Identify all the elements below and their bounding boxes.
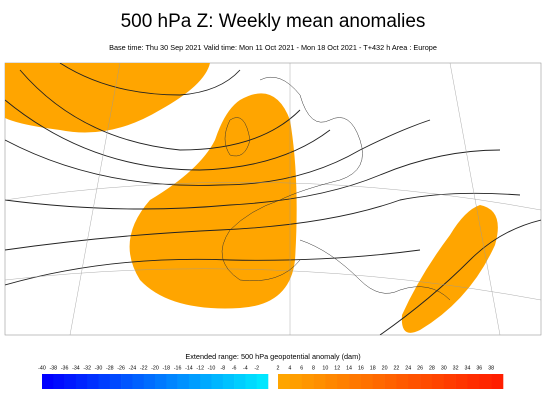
colorbar-segment bbox=[75, 374, 88, 389]
colorbar-segment bbox=[301, 374, 314, 389]
colorbar-tick-label: -16 bbox=[174, 365, 182, 371]
colorbar-tick-label: -32 bbox=[83, 365, 91, 371]
colorbar-segment bbox=[360, 374, 374, 389]
colorbar-segment bbox=[491, 374, 504, 389]
colorbar-tick-label: 24 bbox=[405, 365, 411, 371]
colorbar-segment bbox=[166, 374, 178, 389]
colorbar-tick-label: -14 bbox=[185, 365, 193, 371]
colorbar-tick-label: 4 bbox=[288, 365, 291, 371]
colorbar-segment bbox=[431, 374, 445, 389]
coastlines bbox=[221, 76, 451, 301]
graticule bbox=[5, 63, 541, 335]
colorbar-tick-label: -30 bbox=[95, 365, 103, 371]
colorbar-tick-label: 16 bbox=[358, 365, 364, 371]
colorbar-segment bbox=[313, 374, 326, 389]
colorbar-segment bbox=[64, 374, 77, 389]
colorbar-segment bbox=[384, 374, 397, 389]
colorbar-tick-label: 18 bbox=[370, 365, 376, 371]
colorbar-segment bbox=[211, 374, 224, 389]
colorbar-tick-label: 30 bbox=[441, 365, 447, 371]
colorbar-tick-label: -8 bbox=[220, 365, 225, 371]
colorbar-tick-label: -34 bbox=[72, 365, 80, 371]
colorbar-segment bbox=[132, 374, 144, 389]
colorbar-segment bbox=[337, 374, 350, 389]
colorbar-segment bbox=[396, 374, 409, 389]
colorbar-tick-label: -40 bbox=[38, 365, 46, 371]
colorbar-tick-label: 26 bbox=[417, 365, 423, 371]
colorbar-segment bbox=[408, 374, 421, 389]
colorbar-tick-label: -20 bbox=[151, 365, 159, 371]
colorbar-tick-label: 8 bbox=[312, 365, 315, 371]
colorbar-segment bbox=[143, 374, 156, 389]
colorbar-tick-label: 20 bbox=[382, 365, 388, 371]
colorbar-tick-label: -10 bbox=[208, 365, 216, 371]
colorbar-tick-label: 38 bbox=[488, 365, 494, 371]
colorbar-segment bbox=[109, 374, 122, 389]
subtitle: Base time: Thu 30 Sep 2021 Valid time: M… bbox=[109, 43, 437, 52]
colorbar-tick-label: -18 bbox=[162, 365, 170, 371]
colorbar-tick-label: 14 bbox=[346, 365, 352, 371]
colorbar-segment bbox=[325, 374, 338, 389]
colorbar-tick-label: -6 bbox=[232, 365, 237, 371]
colorbar-segment bbox=[98, 374, 111, 389]
colorbar-tick-label: 2 bbox=[277, 365, 280, 371]
colorbar-tick-label: -38 bbox=[49, 365, 57, 371]
colorbar-segment bbox=[349, 374, 362, 389]
colorbar-segment bbox=[222, 374, 235, 389]
colorbar-tick-label: -4 bbox=[243, 365, 248, 371]
colorbar-tick-label: -22 bbox=[140, 365, 148, 371]
title: 500 hPa Z: Weekly mean anomalies bbox=[121, 11, 426, 32]
colorbar-segment bbox=[121, 374, 133, 389]
legend-label: Extended range: 500 hPa geopotential ano… bbox=[185, 352, 360, 361]
colorbar-tick-label: 6 bbox=[300, 365, 303, 371]
colorbar-tick-label: 28 bbox=[429, 365, 435, 371]
colorbar-segment bbox=[42, 374, 54, 389]
colorbar-tick-label: 22 bbox=[393, 365, 399, 371]
colorbar-segment bbox=[200, 374, 212, 389]
colorbar-tick-label: -24 bbox=[129, 365, 137, 371]
colorbar-segment bbox=[245, 374, 257, 389]
colorbar-tick-label: -2 bbox=[254, 365, 259, 371]
map bbox=[4, 62, 542, 336]
colorbar-tick-label: 12 bbox=[334, 365, 340, 371]
colorbar-segment bbox=[372, 374, 385, 389]
anomaly-area bbox=[129, 93, 297, 309]
contours bbox=[5, 63, 541, 335]
colorbar-segment bbox=[443, 374, 456, 389]
colorbar-segment bbox=[234, 374, 246, 389]
colorbar-tick-label: 32 bbox=[453, 365, 459, 371]
colorbar-segment bbox=[455, 374, 468, 389]
anomaly-area bbox=[401, 205, 498, 333]
colorbar-segment bbox=[53, 374, 65, 389]
colorbar-tick-label: -12 bbox=[196, 365, 204, 371]
colorbar-tick-label: -36 bbox=[61, 365, 69, 371]
colorbar-segment bbox=[420, 374, 433, 389]
colorbar-segment bbox=[155, 374, 167, 389]
colorbar-tick-label: -28 bbox=[106, 365, 114, 371]
colorbar-segment bbox=[479, 374, 492, 389]
colorbar-segment bbox=[256, 374, 269, 389]
anomaly-area bbox=[5, 63, 210, 133]
colorbar-tick-label: 36 bbox=[476, 365, 482, 371]
colorbar-segment bbox=[289, 374, 302, 389]
colorbar-tick-label: -26 bbox=[117, 365, 125, 371]
colorbar-segment bbox=[278, 374, 291, 389]
colorbar-tick-label: 10 bbox=[322, 365, 328, 371]
colorbar-tick-label: 34 bbox=[465, 365, 471, 371]
colorbar-segment bbox=[87, 374, 99, 389]
colorbar-segment bbox=[177, 374, 190, 389]
colorbar-segment bbox=[188, 374, 201, 389]
colorbar-segment bbox=[467, 374, 480, 389]
